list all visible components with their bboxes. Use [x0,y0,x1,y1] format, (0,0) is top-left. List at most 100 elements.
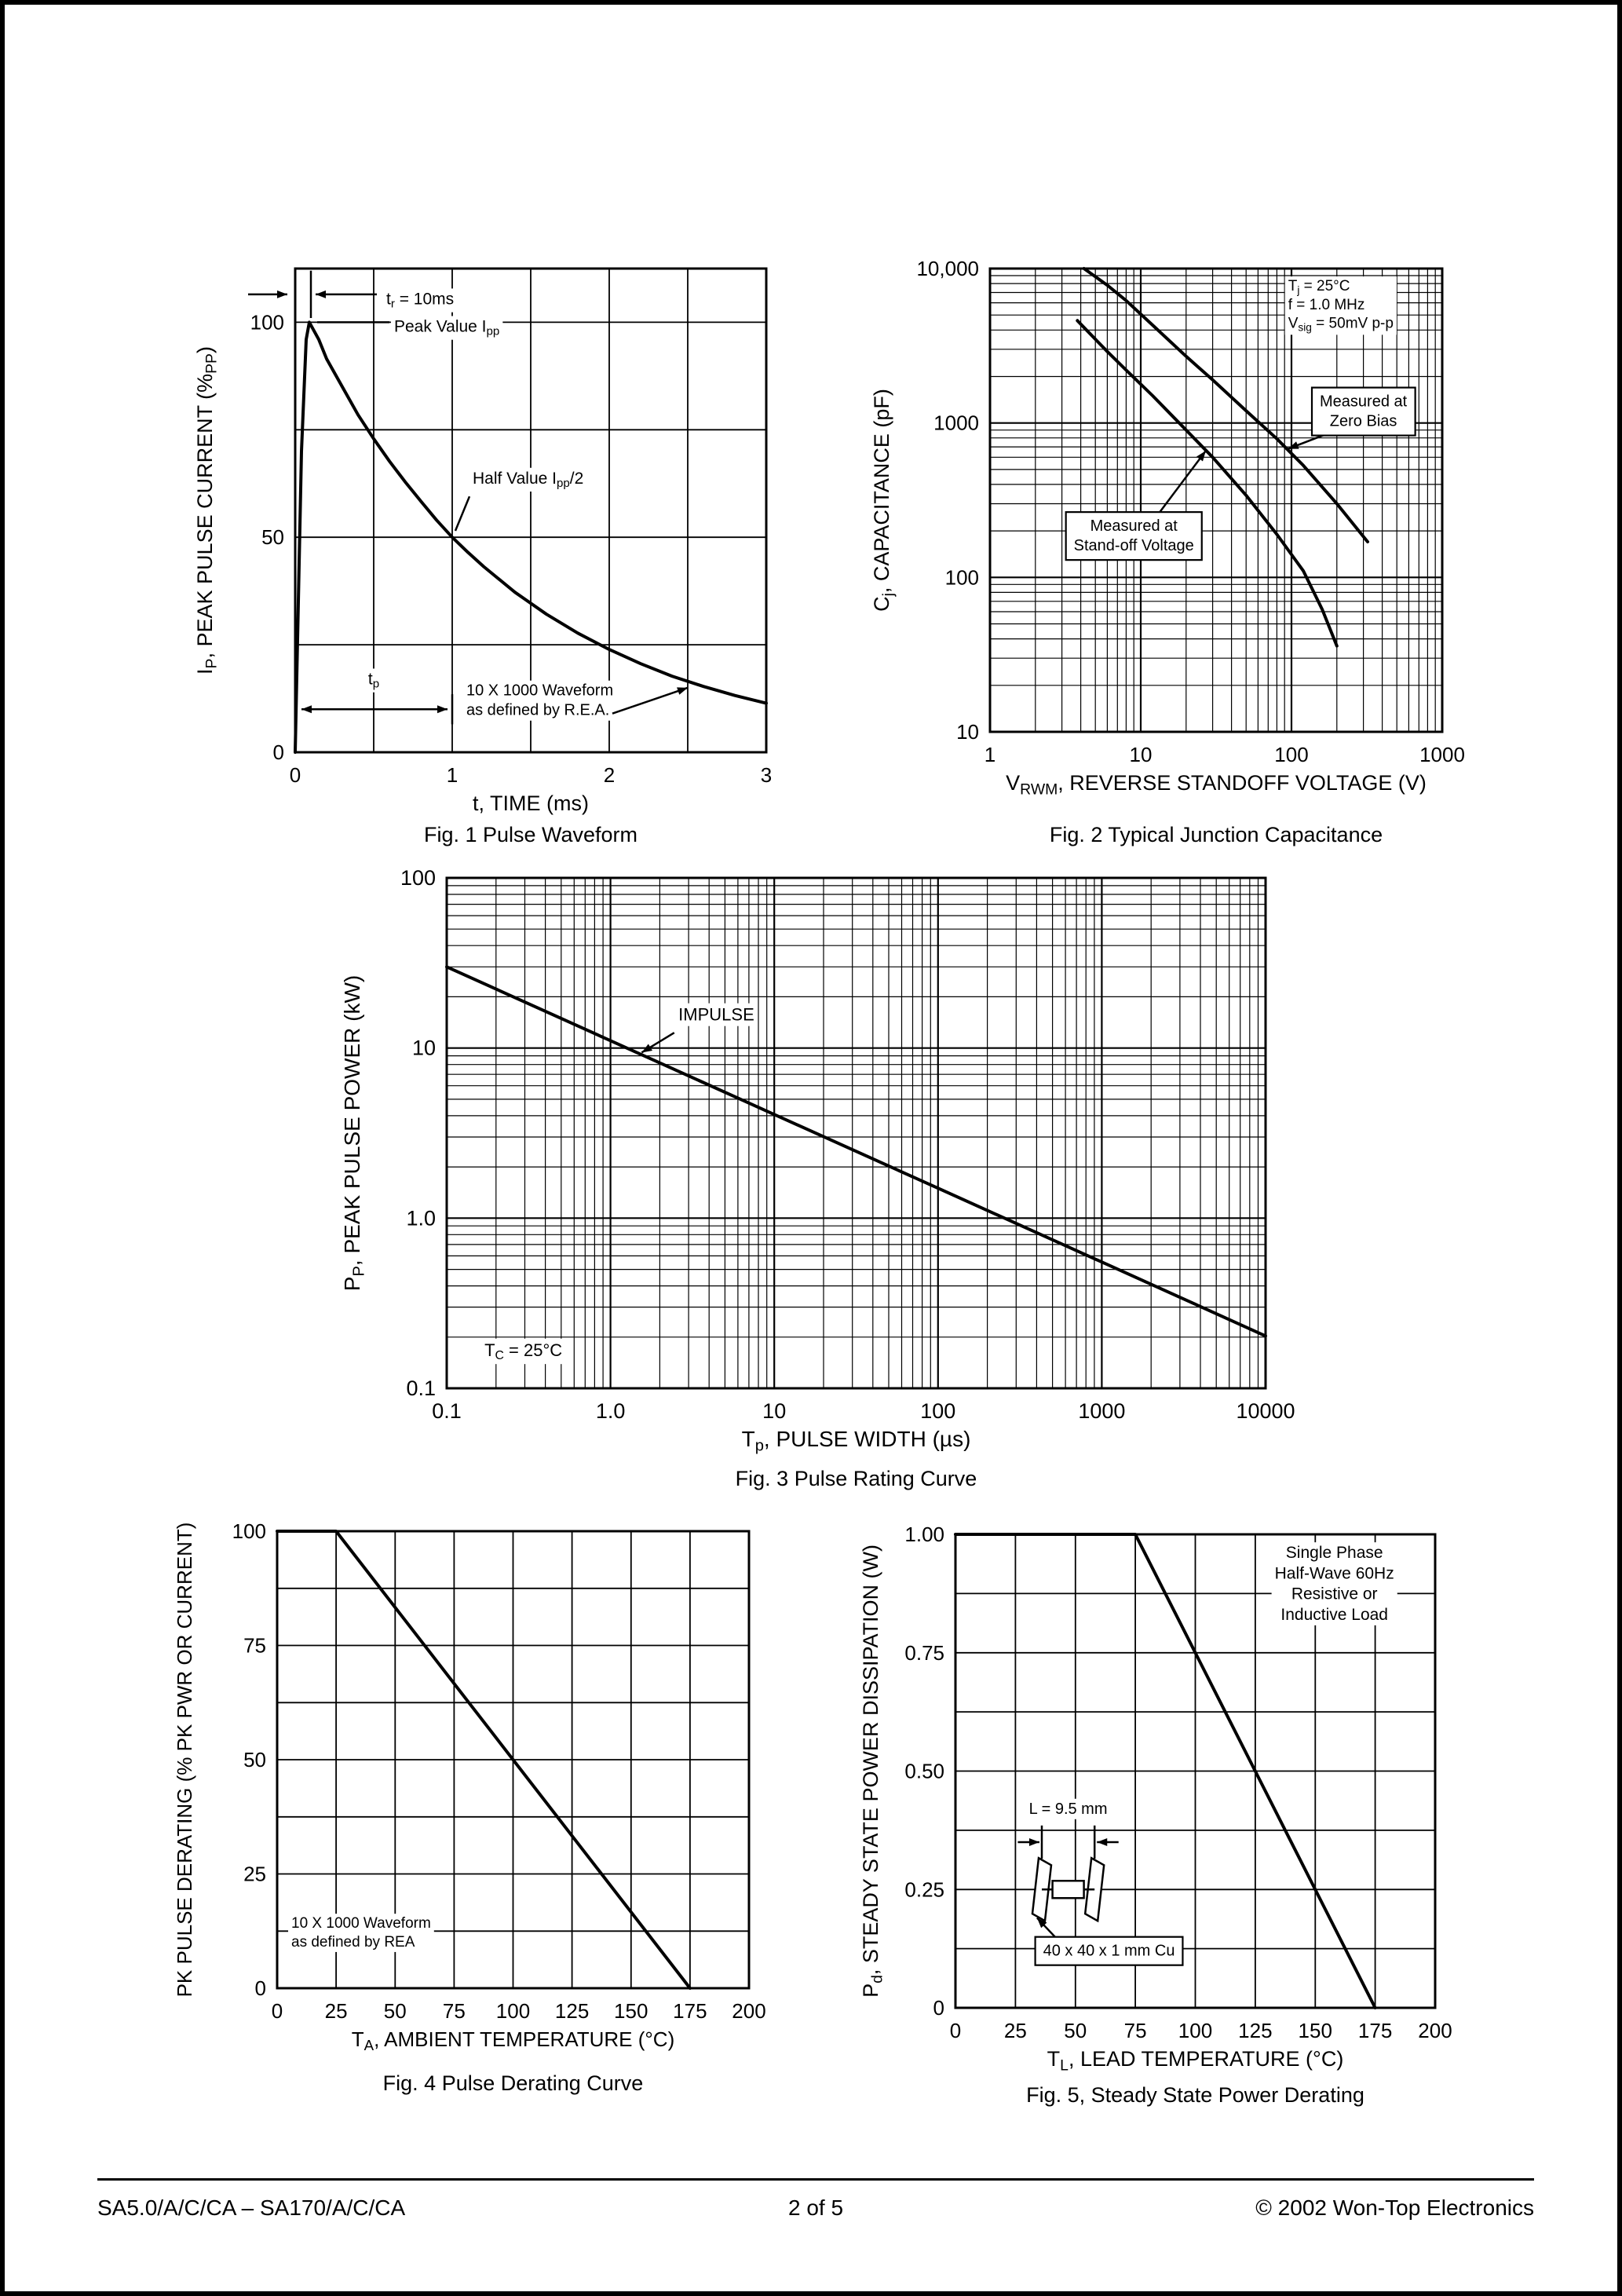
svg-text:2: 2 [604,763,615,787]
svg-text:Stand-off Voltage: Stand-off Voltage [1074,537,1194,554]
svg-text:50: 50 [384,1999,407,2023]
svg-text:1000: 1000 [1078,1399,1125,1423]
svg-text:100: 100 [945,565,979,589]
svg-text:0.75: 0.75 [904,1641,944,1665]
svg-text:Zero Bias: Zero Bias [1330,413,1397,430]
footer-divider [97,2178,1534,2181]
svg-text:10: 10 [412,1036,436,1060]
svg-text:0: 0 [273,740,284,764]
svg-text:Tj = 25°C: Tj = 25°C [1288,278,1350,296]
fig3-caption: Fig. 3 Pulse Rating Curve [735,1467,977,1490]
svg-text:VRWM, REVERSE STANDOFF VOLTAGE: VRWM, REVERSE STANDOFF VOLTAGE (V) [1006,771,1427,798]
svg-text:IMPULSE: IMPULSE [678,1005,754,1025]
svg-text:Tp, PULSE WIDTH (µs): Tp, PULSE WIDTH (µs) [742,1427,971,1455]
svg-text:tr = 10ms: tr = 10ms [386,290,454,310]
svg-text:f = 1.0 MHz: f = 1.0 MHz [1288,297,1365,313]
fig4-caption: Fig. 4 Pulse Derating Curve [382,2071,644,2095]
svg-text:Resistive or: Resistive or [1291,1585,1378,1603]
svg-text:0: 0 [255,1976,266,2000]
svg-text:100: 100 [1274,743,1308,766]
svg-text:Cj, CAPACITANCE (pF): Cj, CAPACITANCE (pF) [870,389,897,612]
svg-text:100: 100 [1178,2019,1212,2042]
svg-text:75: 75 [243,1634,266,1658]
svg-text:100: 100 [232,1519,266,1543]
svg-text:as defined by REA: as defined by REA [291,1934,415,1951]
fig2-caption: Fig. 2 Typical Junction Capacitance [1049,823,1383,846]
figure-2-junction-capacitance: 1 10 100 1000 10 100 1000 10,000 Tj = 25°C f = 1.… [868,232,1559,847]
svg-text:0.25: 0.25 [904,1877,944,1901]
svg-text:10 X 1000 Waveform: 10 X 1000 Waveform [291,1915,431,1932]
svg-text:1000: 1000 [1419,743,1465,766]
svg-text:175: 175 [673,1999,707,2023]
svg-text:50: 50 [243,1748,266,1771]
svg-text:1.0: 1.0 [406,1206,436,1230]
svg-text:L = 9.5 mm: L = 9.5 mm [1029,1801,1108,1818]
svg-text:100: 100 [400,866,436,890]
svg-text:10 X 1000 Waveform: 10 X 1000 Waveform [466,682,613,700]
svg-text:1.0: 1.0 [596,1399,626,1423]
svg-text:0: 0 [933,1996,944,2020]
svg-text:75: 75 [443,1999,466,2023]
svg-text:200: 200 [732,1999,765,2023]
svg-text:tp: tp [368,670,379,690]
svg-text:150: 150 [1299,2019,1332,2042]
svg-text:175: 175 [1358,2019,1392,2042]
svg-text:TL, LEAD TEMPERATURE (°C): TL, LEAD TEMPERATURE (°C) [1047,2047,1344,2074]
svg-text:0: 0 [272,1999,283,2023]
svg-text:50: 50 [1064,2019,1087,2042]
svg-text:40 x 40 x 1 mm Cu: 40 x 40 x 1 mm Cu [1043,1943,1175,1960]
svg-text:Measured at: Measured at [1090,517,1178,535]
svg-text:Measured at: Measured at [1320,393,1408,411]
figure-3-pulse-rating-curve: 0.1 1.0 10 100 1000 10000 0.1 1.0 10 100 IMPULSE TC… [303,853,1339,1491]
footer-part-range: SA5.0/A/C/CA – SA170/A/C/CA [97,2195,406,2220]
svg-text:0: 0 [290,763,301,787]
svg-text:1000: 1000 [933,411,979,435]
svg-text:Single Phase: Single Phase [1286,1544,1383,1562]
figure-5-steady-state-power-derating: 0 25 50 75 100 125 150 175 200 0 0.25 0.50 0.75 1.00 S… [853,1497,1559,2108]
footer-copyright: © 2002 Won-Top Electronics [1255,2195,1534,2220]
figure-4-pulse-derating-curve: 0 25 50 75 100 125 150 175 200 0 25 50 75 100 10 X 100… [170,1497,798,2096]
svg-text:150: 150 [614,1999,648,2023]
svg-text:Inductive Load: Inductive Load [1280,1606,1388,1624]
svg-text:10: 10 [1130,743,1153,766]
svg-text:3: 3 [761,763,772,787]
svg-text:125: 125 [1238,2019,1272,2042]
svg-text:100: 100 [250,310,284,334]
svg-text:50: 50 [261,525,284,549]
svg-text:200: 200 [1418,2019,1452,2042]
svg-text:TC = 25°C: TC = 25°C [484,1340,562,1362]
svg-text:PP, PEAK PULSE POWER (kW): PP, PEAK PULSE POWER (kW) [340,975,368,1291]
footer-page-number: 2 of 5 [787,2195,844,2220]
svg-text:0.50: 0.50 [904,1760,944,1783]
svg-text:0.1: 0.1 [406,1377,436,1400]
svg-text:TA, AMBIENT TEMPERATURE (°C): TA, AMBIENT TEMPERATURE (°C) [352,2027,674,2053]
fig5-caption: Fig. 5, Steady State Power Derating [1026,2083,1364,2107]
svg-text:10,000: 10,000 [916,257,979,280]
svg-text:25: 25 [325,1999,348,2023]
svg-text:125: 125 [555,1999,589,2023]
svg-text:Half-Wave 60Hz: Half-Wave 60Hz [1275,1564,1394,1582]
figure-1-pulse-waveform: 0 1 2 3 0 50 100 tr = 10ms Peak Value Ipp Half Va… [185,232,837,847]
fig4-pulse-derating-chart: 0 25 50 75 100 125 150 175 200 0 25 50 75 100 10 X 100… [173,1519,766,2053]
svg-text:Peak Value Ipp: Peak Value Ipp [394,317,499,338]
svg-text:75: 75 [1124,2019,1147,2042]
svg-text:Pd, STEADY STATE POWER DISSIPA: Pd, STEADY STATE POWER DISSIPATION (W) [859,1545,886,1998]
svg-text:100: 100 [920,1399,955,1423]
fig1-pulse-waveform-chart: 0 1 2 3 0 50 100 tr = 10ms Peak Value Ipp Half Va… [193,267,772,815]
svg-text:25: 25 [1004,2019,1027,2042]
svg-text:10000: 10000 [1236,1399,1295,1423]
fig1-caption: Fig. 1 Pulse Waveform [423,823,638,846]
svg-text:10: 10 [956,720,979,744]
fig3-pulse-rating-chart: 0.1 1.0 10 100 1000 10000 0.1 1.0 10 100 IMPULSE TC… [340,866,1295,1455]
svg-text:PK PULSE DERATING (% PK PWR OR: PK PULSE DERATING (% PK PWR OR CURRENT) [173,1523,196,1998]
svg-text:1: 1 [447,763,458,787]
svg-text:IP, PEAK PULSE CURRENT (%PP): IP, PEAK PULSE CURRENT (%PP) [193,346,220,675]
svg-text:1: 1 [985,743,995,766]
svg-text:t, TIME (ms): t, TIME (ms) [473,792,589,815]
svg-text:0.1: 0.1 [432,1399,462,1423]
svg-text:100: 100 [496,1999,530,2023]
svg-text:25: 25 [243,1863,266,1886]
svg-text:0: 0 [950,2019,961,2042]
svg-text:10: 10 [762,1399,786,1423]
